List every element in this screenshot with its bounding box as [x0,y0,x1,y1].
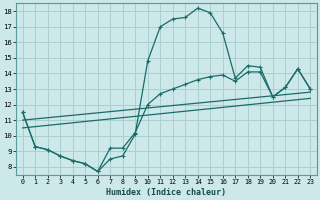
X-axis label: Humidex (Indice chaleur): Humidex (Indice chaleur) [107,188,227,197]
